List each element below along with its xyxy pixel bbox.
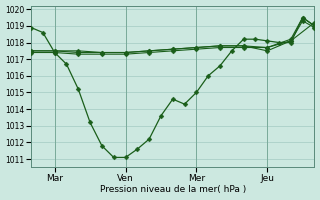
- X-axis label: Pression niveau de la mer( hPa ): Pression niveau de la mer( hPa ): [100, 185, 246, 194]
